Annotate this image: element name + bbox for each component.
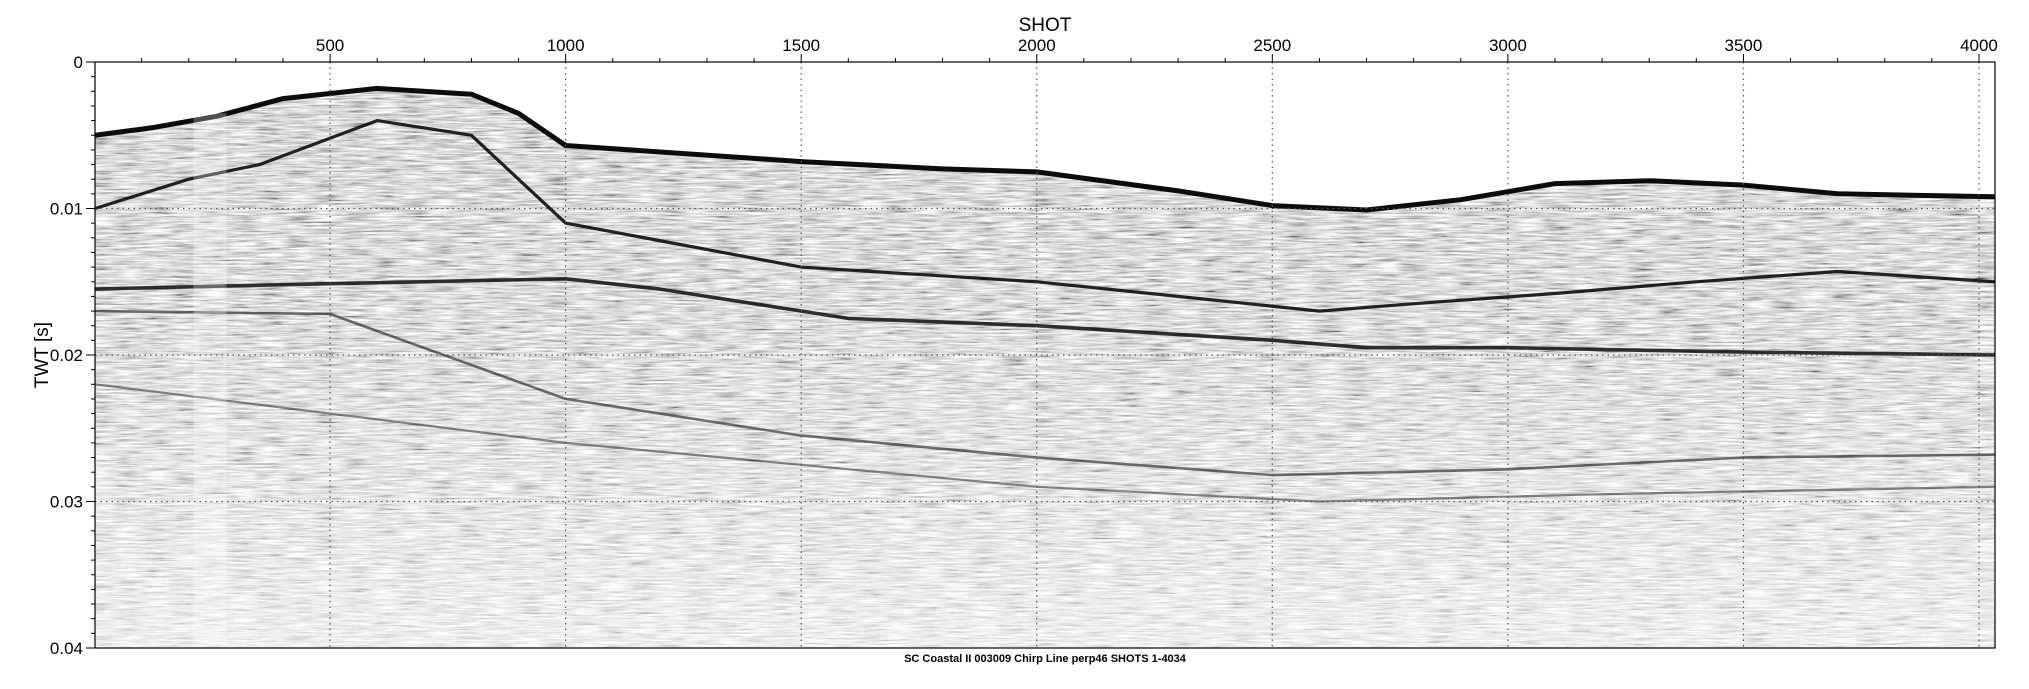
y-tick-label: 0.02	[50, 346, 83, 365]
x-tick-label: 1000	[547, 36, 585, 55]
y-axis: 0 0.01 0.02 0.03 0.04	[50, 53, 95, 658]
x-tick-label: 3000	[1489, 36, 1527, 55]
x-tick-label: 500	[316, 36, 344, 55]
x-axis: 500 1000 1500 2000 2500 3000 3500 4000	[141, 36, 1998, 62]
vertical-disturbance-zone	[193, 113, 227, 648]
x-tick-label: 3500	[1725, 36, 1763, 55]
chart-caption: SC Coastal II 003009 Chirp Line perp46 S…	[904, 653, 1187, 665]
y-tick-label: 0	[74, 53, 83, 72]
reflectors	[95, 85, 1995, 503]
x-tick-label: 1500	[782, 36, 820, 55]
reflector-deepest-reflector	[95, 383, 1995, 503]
x-tick-label: 2000	[1018, 36, 1056, 55]
reflector-deep-reflector	[95, 309, 1995, 477]
y-axis-title: TWT [s]	[32, 322, 53, 388]
y-tick-label: 0.03	[50, 493, 83, 512]
reflector-seafloor	[95, 85, 1995, 213]
depth-attenuation	[95, 62, 1995, 648]
reflector-mid-reflector	[95, 277, 1995, 357]
x-tick-label: 4000	[1960, 36, 1998, 55]
y-tick-label: 0.04	[50, 639, 83, 658]
x-axis-title: SHOT	[1019, 15, 1072, 36]
reflector-shallow-reflector	[95, 119, 1995, 313]
x-tick-label: 2500	[1253, 36, 1291, 55]
y-tick-label: 0.01	[50, 200, 83, 219]
